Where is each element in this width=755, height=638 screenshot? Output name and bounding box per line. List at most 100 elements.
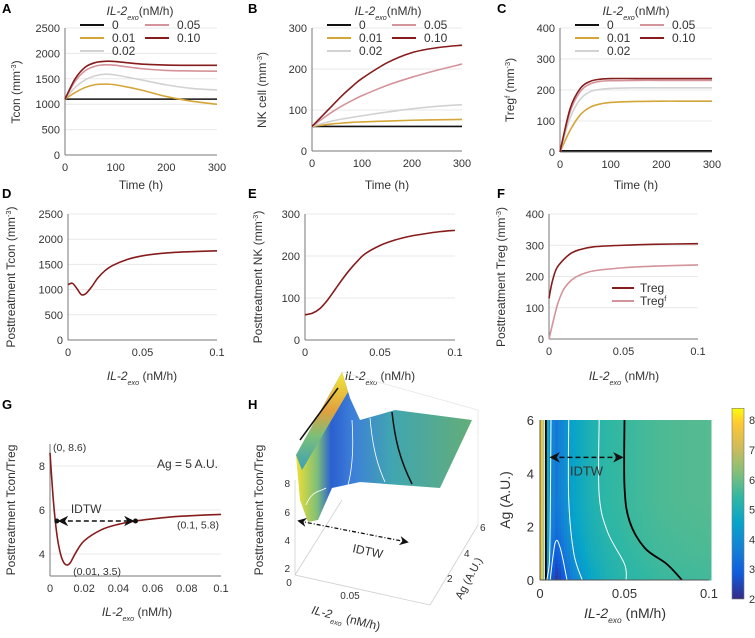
heatmap-cell: [552, 560, 556, 565]
heatmap-cell: [630, 556, 634, 561]
heatmap-cell: [591, 476, 595, 481]
heatmap-cell: [642, 492, 646, 497]
heatmap-cell: [591, 488, 595, 493]
heatmap-cell: [609, 436, 613, 441]
heatmap-cell: [576, 540, 580, 545]
y-axis-label: Posttreatment Tcon/Treg: [4, 445, 18, 576]
heatmap-cell: [642, 440, 646, 445]
heatmap-cell: [639, 520, 643, 525]
heatmap-cell: [594, 488, 598, 493]
heatmap-cell: [612, 516, 616, 521]
heatmap-cell: [579, 488, 583, 493]
heatmap-cell: [579, 436, 583, 441]
heatmap-cell: [606, 444, 610, 449]
y-axis-label: Ag (A.U.): [453, 556, 485, 602]
heatmap-cell: [630, 432, 634, 437]
heatmap-cell: [564, 552, 568, 557]
heatmap-cell: [687, 432, 691, 437]
heatmap-cell: [612, 548, 616, 553]
heatmap-cell: [603, 468, 607, 473]
heatmap-cell: [582, 488, 586, 493]
y-axis-label: Tregf (mm-3): [503, 58, 518, 122]
heatmap-cell: [585, 572, 589, 577]
heatmap-cell: [669, 560, 673, 565]
heatmap-cell: [612, 428, 616, 433]
heatmap-cell: [594, 424, 598, 429]
heatmap-cell: [576, 488, 580, 493]
heatmap-cell: [555, 532, 559, 537]
heatmap-cell: [546, 492, 550, 497]
x-axis-label-part: exo: [329, 616, 342, 628]
heatmap-cell: [543, 476, 547, 481]
heatmap-cell: [708, 444, 712, 449]
y-tick-label: 500: [42, 125, 60, 137]
y-tick-label: 6: [527, 413, 534, 428]
heatmap-cell: [633, 444, 637, 449]
heatmap-cell: [687, 556, 691, 561]
heatmap-cell: [558, 528, 562, 533]
heatmap-cell: [552, 444, 556, 449]
heatmap-cell: [642, 576, 646, 581]
heatmap-cell: [681, 432, 685, 437]
heatmap-cell: [669, 576, 673, 581]
heatmap-cell: [576, 564, 580, 569]
y-axis-label-part: -3: [503, 62, 512, 69]
heatmap-cell: [648, 428, 652, 433]
heatmap-cell: [678, 468, 682, 473]
legend-entry-part: Treg: [640, 281, 664, 295]
heatmap-cell: [600, 520, 604, 525]
heatmap-cell: [687, 460, 691, 465]
heatmap-cell: [630, 428, 634, 433]
heatmap-cell: [657, 492, 661, 497]
heatmap-cell: [696, 456, 700, 461]
heatmap-cell: [579, 532, 583, 537]
legend-entry: 0.01: [607, 31, 631, 45]
heatmap-cell: [648, 556, 652, 561]
heatmap-cell: [687, 420, 691, 425]
series-line-0: [67, 249, 218, 296]
heatmap-cell: [684, 512, 688, 517]
legend-title-part: (nM/h): [387, 4, 422, 18]
heatmap-cell: [696, 576, 700, 581]
heatmap-cell: [690, 424, 694, 429]
heatmap-cell: [594, 516, 598, 521]
heatmap-cell: [603, 540, 607, 545]
heatmap-cell: [579, 492, 583, 497]
heatmap-cell: [606, 544, 610, 549]
heatmap-cell: [666, 460, 670, 465]
heatmap-cell: [666, 428, 670, 433]
heatmap-cell: [600, 544, 604, 549]
heatmap-cell: [693, 484, 697, 489]
heatmap-cell: [558, 524, 562, 529]
heatmap-cell: [681, 428, 685, 433]
heatmap-cell: [624, 452, 628, 457]
heatmap-cell: [561, 508, 565, 513]
heatmap-cell: [690, 472, 694, 477]
heatmap-cell: [609, 560, 613, 565]
y-tick-label: 0: [57, 335, 63, 347]
heatmap-cell: [540, 436, 544, 441]
heatmap-cell: [615, 464, 619, 469]
heatmap-cell: [588, 440, 592, 445]
heatmap-cell: [546, 480, 550, 485]
heatmap-cell: [618, 512, 622, 517]
heatmap-cell: [699, 476, 703, 481]
panel-letter-h: H: [248, 397, 257, 412]
heatmap-cell: [546, 504, 550, 509]
surface-ridge: [296, 372, 348, 470]
heatmap-cell: [612, 532, 616, 537]
legend-entry: Tregf: [640, 294, 667, 309]
heatmap-cell: [582, 512, 586, 517]
heatmap-cell: [705, 476, 709, 481]
heatmap-cell: [663, 476, 667, 481]
heatmap-cell: [642, 552, 646, 557]
heatmap-cell: [546, 428, 550, 433]
heatmap-cell: [687, 564, 691, 569]
heatmap-cell: [657, 532, 661, 537]
heatmap-cell: [705, 472, 709, 477]
heatmap-cell: [657, 424, 661, 429]
heatmap-cell: [663, 540, 667, 545]
heatmap-cell: [570, 452, 574, 457]
heatmap-cell: [564, 524, 568, 529]
heatmap-cell: [687, 560, 691, 565]
